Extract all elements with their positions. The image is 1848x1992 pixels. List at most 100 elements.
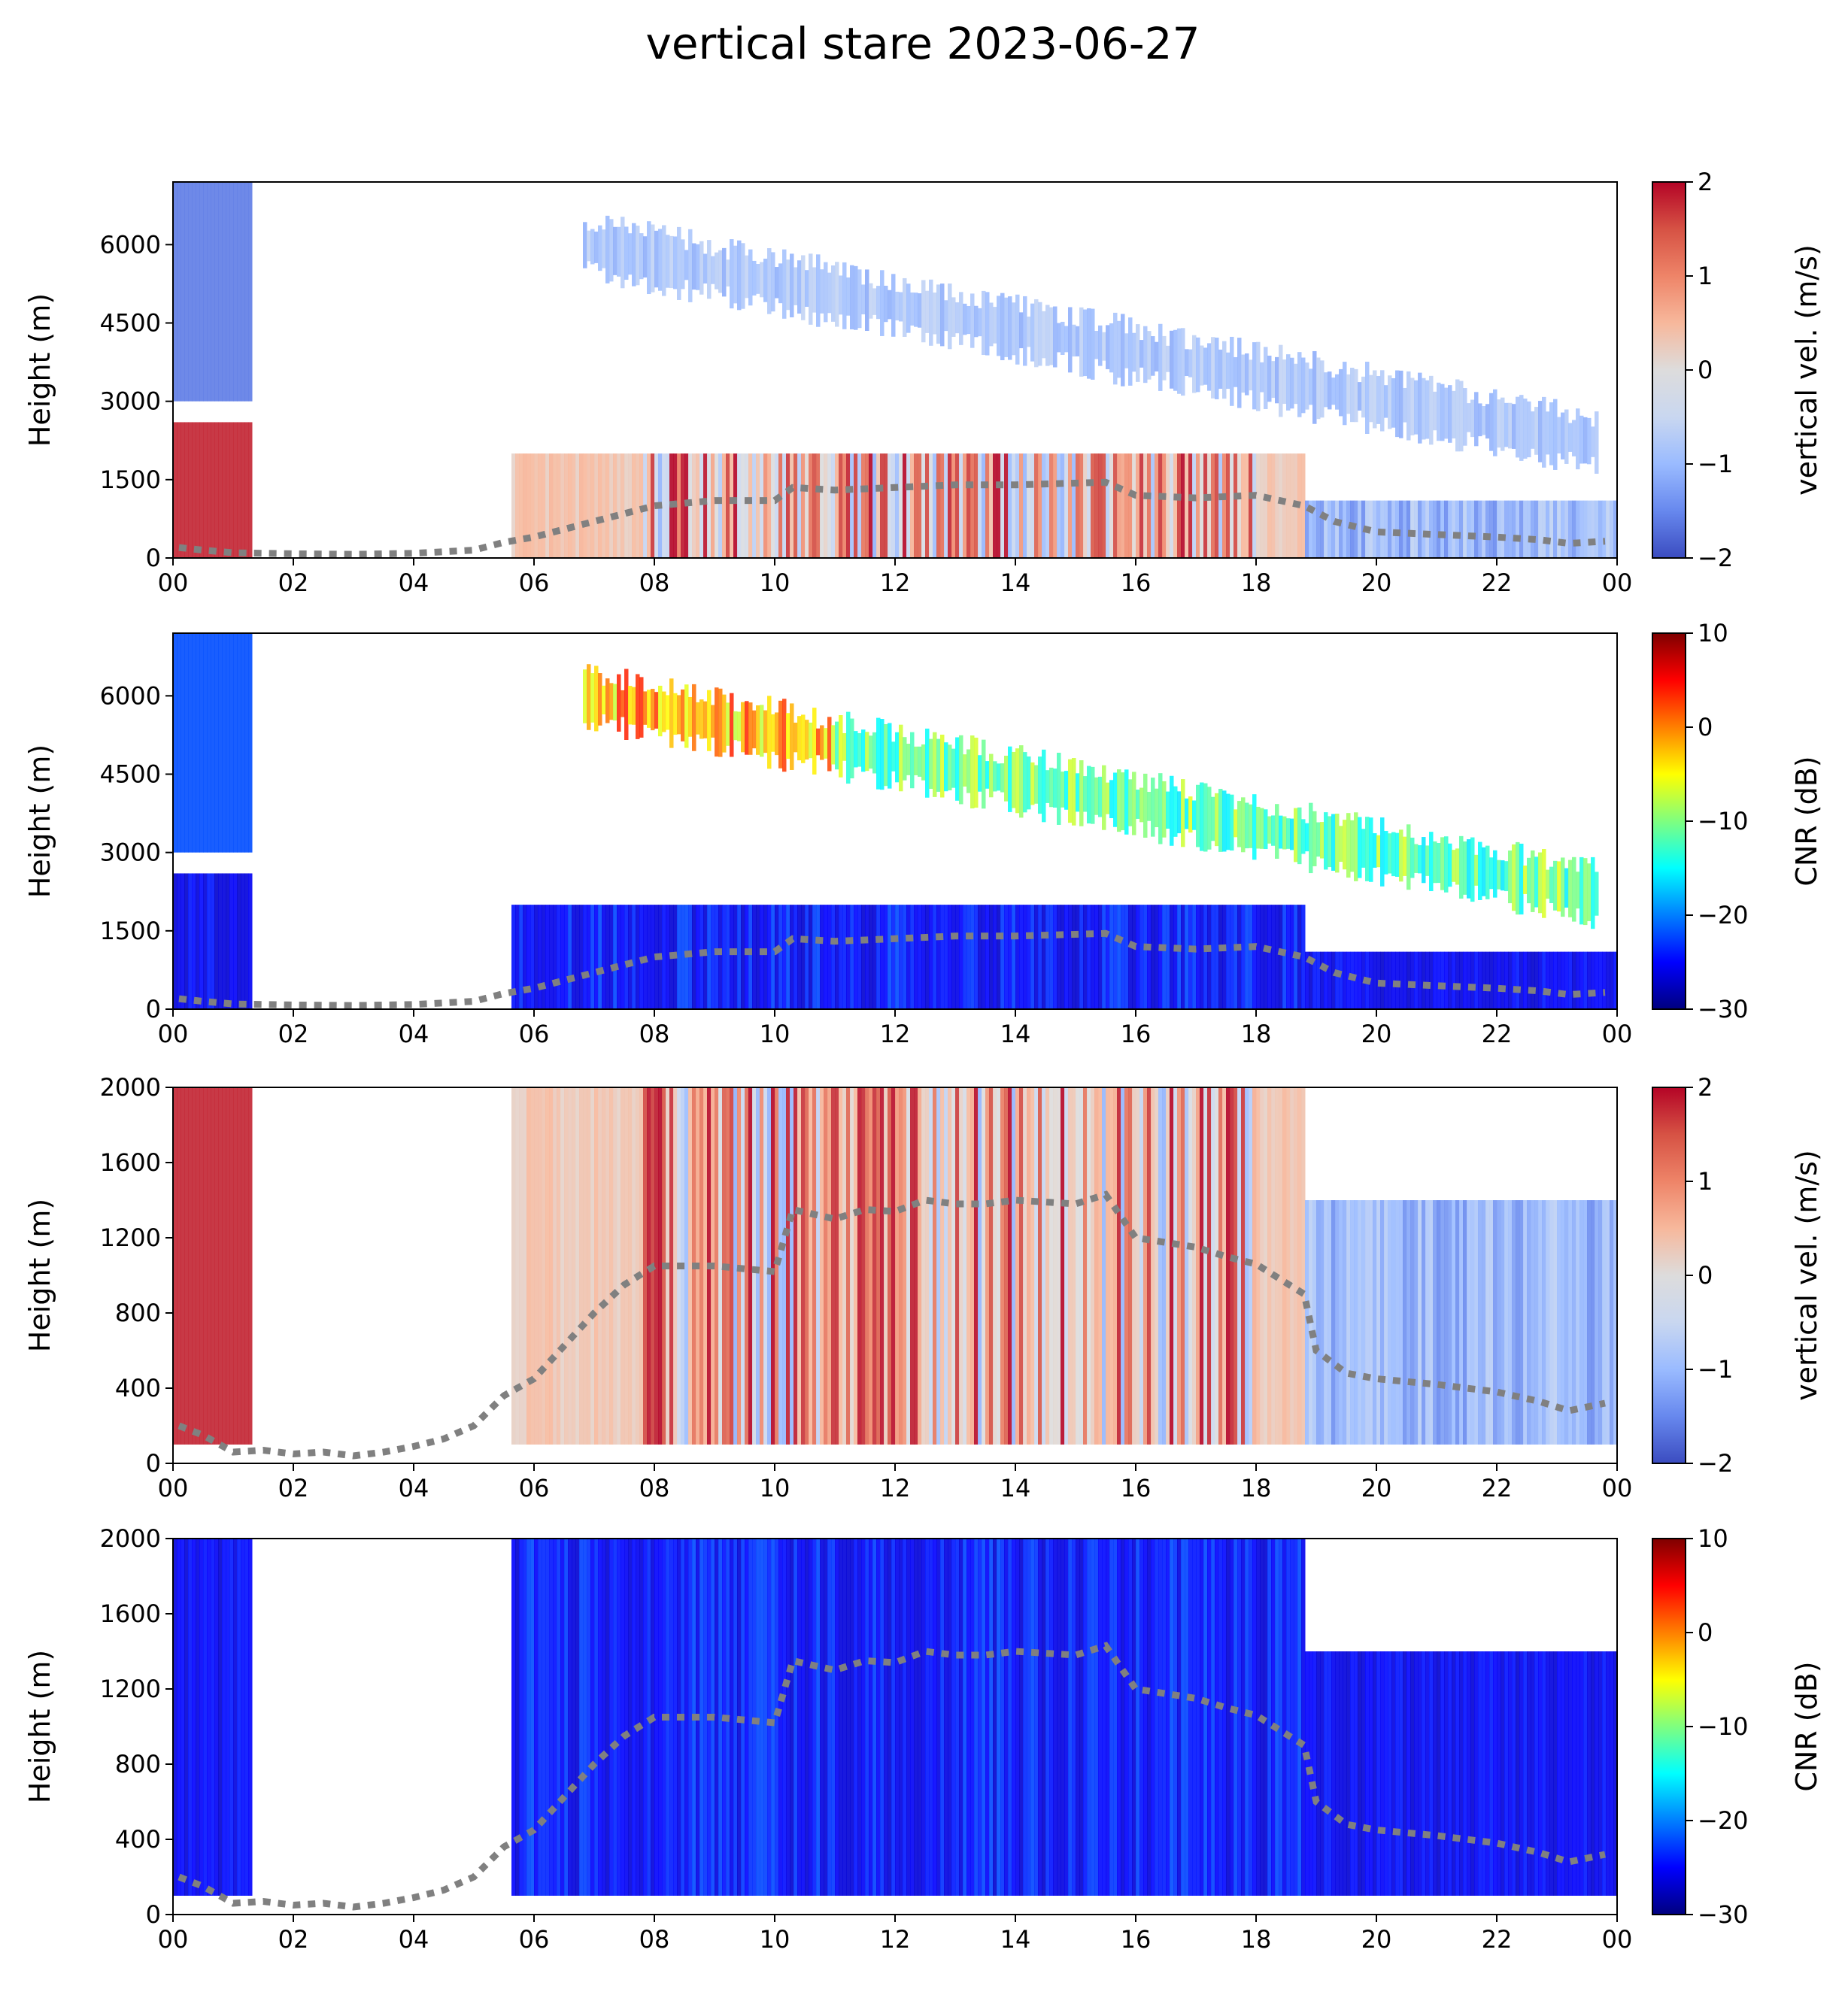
x-tick-label: 14 — [1000, 568, 1031, 597]
panels: 00 02 04 06 08 10 12 14 16 18 20 22 0001500300045006… — [23, 168, 1823, 1954]
y-tick-label: 800 — [115, 1299, 161, 1327]
colorbar-label: vertical vel. (m/s) — [1790, 1150, 1823, 1401]
y-tick-label: 4500 — [100, 760, 161, 789]
y-tick-label: 1600 — [100, 1148, 161, 1177]
x-tick-label: 12 — [880, 1925, 911, 1954]
colorbar-tick-label: 2 — [1698, 168, 1713, 196]
x-tick-label: 00 — [1602, 1474, 1633, 1502]
x-tick-label: 00 — [1602, 1020, 1633, 1048]
x-tick-label: 04 — [399, 1020, 429, 1048]
x-tick-label: 04 — [399, 568, 429, 597]
colorbar-tick-label: 0 — [1698, 1618, 1713, 1647]
x-tick-label: 22 — [1482, 1925, 1513, 1954]
x-tick-label: 12 — [880, 1474, 911, 1502]
colorbar-label: vertical vel. (m/s) — [1790, 244, 1823, 496]
x-tick-label: 20 — [1361, 1474, 1392, 1502]
y-tick-label: 0 — [146, 1900, 161, 1929]
x-tick-label: 00 — [1602, 568, 1633, 597]
heatmap-field — [173, 633, 1617, 1009]
colorbar-label: CNR (dB) — [1790, 1661, 1823, 1791]
y-axis-label: Height (m) — [23, 293, 56, 447]
y-axis-label: Height (m) — [23, 1199, 56, 1352]
colorbar-tick-label: −30 — [1698, 1900, 1749, 1929]
colorbar-tick-label: 1 — [1698, 262, 1713, 290]
x-tick-label: 12 — [880, 568, 911, 597]
panel-3-velocity-zoom: 00 02 04 06 08 10 12 14 16 18 20 22 0004008001200160… — [23, 1073, 1823, 1502]
x-tick-label: 04 — [399, 1925, 429, 1954]
colorbar-tick-label: −2 — [1698, 544, 1733, 572]
y-tick-label: 4500 — [100, 309, 161, 338]
colorbar-tick-label: −10 — [1698, 1712, 1749, 1741]
x-tick-label: 08 — [639, 568, 670, 597]
colorbar: −2 −1 0 1 2 vertical vel. (m/s) — [1652, 168, 1823, 572]
y-tick-label: 400 — [115, 1374, 161, 1402]
x-tick-label: 14 — [1000, 1474, 1031, 1502]
x-tick-label: 06 — [519, 1925, 550, 1954]
x-tick-label: 00 — [158, 1925, 189, 1954]
x-tick-label: 00 — [158, 568, 189, 597]
colorbar-tick-label: 10 — [1698, 1524, 1728, 1553]
colorbar: −2 −1 0 1 2 vertical vel. (m/s) — [1652, 1073, 1823, 1478]
y-tick-label: 400 — [115, 1825, 161, 1854]
figure-title: vertical stare 2023-06-27 — [646, 18, 1200, 69]
x-tick-label: 08 — [639, 1925, 670, 1954]
x-tick-label: 20 — [1361, 568, 1392, 597]
panel-2-cnr: 00 02 04 06 08 10 12 14 16 18 20 22 0001500300045006… — [23, 619, 1823, 1048]
colorbar-gradient — [1652, 1087, 1686, 1464]
x-tick-label: 16 — [1121, 1925, 1152, 1954]
x-tick-label: 00 — [158, 1474, 189, 1502]
y-tick-label: 0 — [146, 1449, 161, 1478]
y-tick-label: 6000 — [100, 681, 161, 710]
colorbar-gradient — [1652, 632, 1686, 1010]
y-tick-label: 0 — [146, 544, 161, 572]
colorbar-tick-label: 1 — [1698, 1167, 1713, 1196]
x-tick-label: 06 — [519, 1474, 550, 1502]
x-tick-label: 08 — [639, 1020, 670, 1048]
colorbar-tick-label: −20 — [1698, 1806, 1749, 1835]
panel-4-cnr-zoom: 00 02 04 06 08 10 12 14 16 18 20 22 0004008001200160… — [23, 1524, 1823, 1954]
y-tick-label: 0 — [146, 995, 161, 1023]
heatmap-field — [173, 1539, 1617, 1915]
heatmap-field — [173, 1087, 1617, 1463]
y-axis-label: Height (m) — [23, 744, 56, 898]
colorbar-tick-label: 2 — [1698, 1073, 1713, 1102]
y-tick-label: 1200 — [100, 1675, 161, 1703]
x-tick-label: 12 — [880, 1020, 911, 1048]
boundary-layer-line — [178, 478, 1606, 558]
colorbar-tick-label: −10 — [1698, 807, 1749, 835]
y-tick-label: 1500 — [100, 917, 161, 945]
x-tick-label: 00 — [1602, 1925, 1633, 1954]
colorbar-tick-label: −20 — [1698, 901, 1749, 929]
colorbar: −30 −20 −10 0 10 CNR (dB) — [1652, 1524, 1823, 1929]
colorbar-tick-label: 10 — [1698, 619, 1728, 647]
x-tick-label: 18 — [1241, 1925, 1272, 1954]
colorbar-tick-label: 0 — [1698, 1261, 1713, 1290]
x-tick-label: 20 — [1361, 1020, 1392, 1048]
x-tick-label: 08 — [639, 1474, 670, 1502]
x-tick-label: 02 — [278, 1474, 309, 1502]
boundary-layer-line — [178, 1642, 1606, 1911]
y-tick-label: 2000 — [100, 1524, 161, 1553]
x-tick-label: 22 — [1482, 568, 1513, 597]
colorbar-tick-label: −1 — [1698, 1355, 1733, 1384]
colorbar-label: CNR (dB) — [1790, 756, 1823, 886]
x-tick-label: 02 — [278, 1020, 309, 1048]
colorbar-gradient — [1652, 181, 1686, 559]
x-tick-label: 18 — [1241, 1474, 1272, 1502]
x-tick-label: 18 — [1241, 568, 1272, 597]
panel-1-velocity: 00 02 04 06 08 10 12 14 16 18 20 22 0001500300045006… — [23, 168, 1823, 597]
colorbar-tick-label: −2 — [1698, 1449, 1733, 1478]
x-tick-label: 14 — [1000, 1925, 1031, 1954]
y-tick-label: 800 — [115, 1750, 161, 1778]
x-tick-label: 10 — [760, 1020, 790, 1048]
x-tick-label: 20 — [1361, 1925, 1392, 1954]
colorbar-tick-label: −30 — [1698, 995, 1749, 1023]
x-tick-label: 04 — [399, 1474, 429, 1502]
x-tick-label: 06 — [519, 1020, 550, 1048]
x-tick-label: 18 — [1241, 1020, 1272, 1048]
x-tick-label: 10 — [760, 1925, 790, 1954]
x-tick-label: 02 — [278, 1925, 309, 1954]
boundary-layer-line — [178, 1190, 1606, 1460]
colorbar-gradient — [1652, 1538, 1686, 1915]
